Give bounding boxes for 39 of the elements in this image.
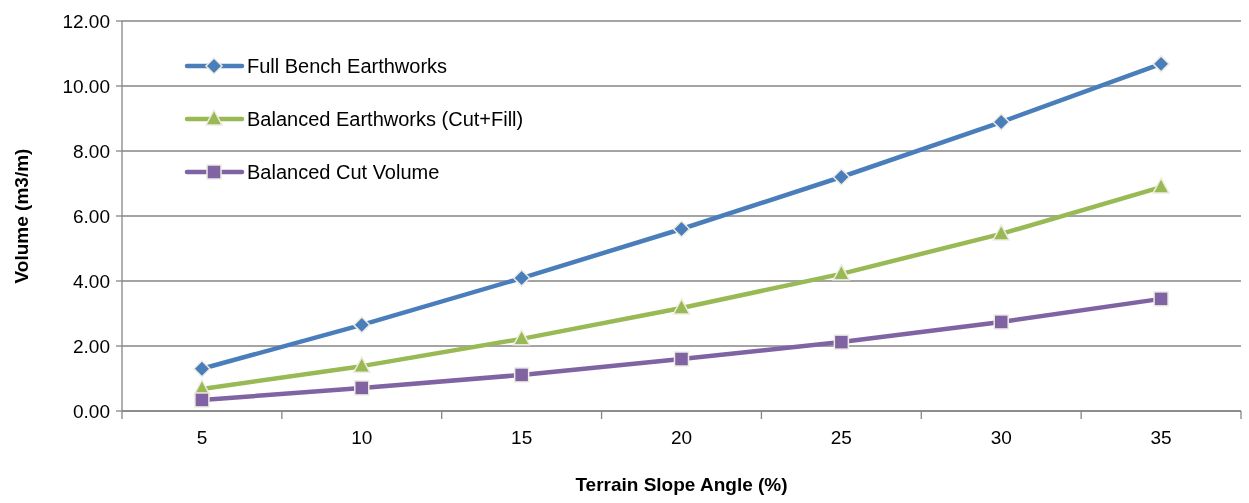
legend-label: Balanced Earthworks (Cut+Fill)	[247, 108, 524, 130]
point	[672, 298, 691, 315]
x-tick-label: 30	[990, 427, 1012, 448]
point	[673, 351, 690, 367]
x-tick-label: 20	[670, 427, 693, 448]
y-tick-label: 10.00	[62, 75, 110, 97]
point	[832, 264, 851, 281]
point	[1152, 55, 1170, 73]
y-tick-label: 6.00	[73, 205, 110, 227]
x-tick-label: 15	[511, 427, 533, 448]
point	[1152, 177, 1170, 194]
point	[992, 224, 1010, 241]
point	[992, 113, 1010, 131]
y-tick-label: 0.00	[73, 400, 110, 422]
y-tick-label: 12.00	[62, 10, 110, 32]
point	[353, 356, 371, 373]
point	[353, 316, 371, 334]
x-tick-label: 5	[196, 427, 208, 448]
point	[193, 360, 211, 378]
point	[512, 269, 531, 287]
legend-label: Balanced Cut Volume	[247, 161, 440, 183]
point	[512, 329, 531, 346]
point	[513, 367, 530, 383]
point	[1153, 291, 1169, 307]
point	[354, 380, 370, 396]
point	[833, 334, 850, 350]
x-axis-title: Terrain Slope Angle (%)	[575, 474, 788, 495]
x-tick-label: 25	[830, 427, 852, 448]
point	[672, 220, 691, 238]
point	[993, 314, 1009, 330]
point	[832, 168, 851, 186]
legend-label: Full Bench Earthworks	[247, 55, 448, 77]
x-tick-label: 10	[351, 427, 373, 448]
point	[194, 392, 210, 408]
x-tick-label: 35	[1150, 427, 1172, 448]
y-axis-title: Volume (m3/m)	[11, 148, 32, 284]
y-tick-label: 4.00	[73, 270, 110, 292]
y-tick-label: 8.00	[73, 140, 110, 162]
y-tick-label: 2.00	[73, 335, 110, 357]
